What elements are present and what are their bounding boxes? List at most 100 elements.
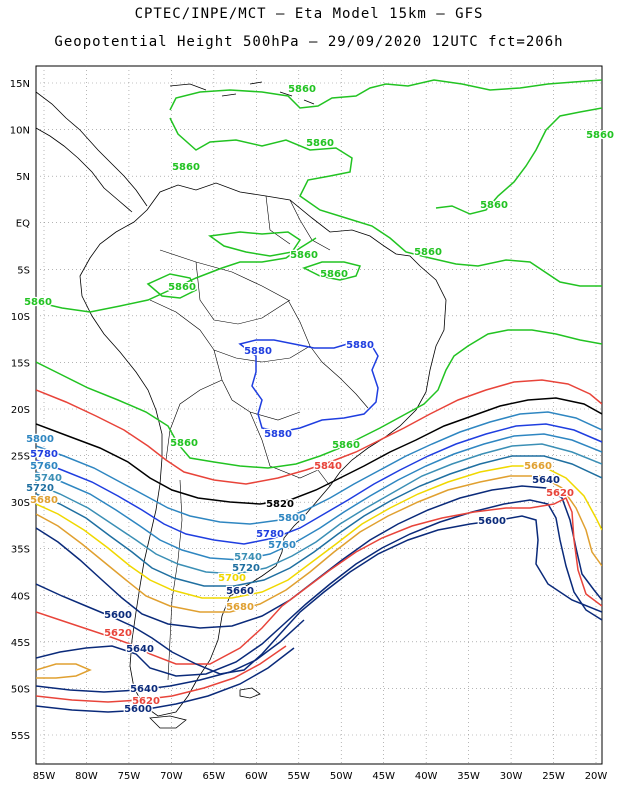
- contour-5880: [238, 339, 379, 433]
- contour-lines: [36, 79, 602, 713]
- lat-tick-label: 10N: [10, 126, 30, 137]
- tierra-del-fuego: [149, 715, 187, 729]
- lon-tick-label: 80W: [75, 771, 98, 782]
- contour-5620-lower: [36, 645, 287, 703]
- lon-tick-label: 70W: [160, 771, 183, 782]
- contour-5860-amazon: [169, 117, 602, 287]
- contour-label: 5640: [126, 644, 154, 655]
- lon-tick-label: 25W: [542, 771, 565, 782]
- contour-label: 5860: [306, 138, 334, 149]
- lat-tick-label: 30S: [11, 498, 30, 509]
- lat-tick-label: 55S: [11, 731, 30, 742]
- contour-5860-closed-center: [146, 273, 198, 299]
- lat-tick-label: 15N: [10, 79, 30, 90]
- contour-5620: [36, 496, 602, 665]
- contour-label: 5860: [290, 250, 318, 261]
- lon-tick-label: 40W: [415, 771, 438, 782]
- contour-label: 5860: [168, 282, 196, 293]
- lon-tick-label: 65W: [203, 771, 226, 782]
- contour-5660: [36, 485, 602, 629]
- lat-tick-label: 15S: [11, 358, 30, 369]
- contour-5840: [36, 379, 602, 485]
- contour-label: 5700: [218, 573, 246, 584]
- contour-5780: [36, 423, 602, 545]
- graticule: [36, 66, 602, 764]
- lon-tick-label: 20W: [585, 771, 608, 782]
- contour-label: 5800: [278, 513, 306, 524]
- country-borders: [149, 195, 369, 681]
- lat-tick-label: 5S: [17, 265, 30, 276]
- contour-label: 5880: [264, 429, 292, 440]
- contour-label: 5740: [34, 473, 62, 484]
- lon-tick-label: 85W: [33, 771, 56, 782]
- contour-label: 5760: [30, 461, 58, 472]
- lat-tick-label: 20S: [11, 405, 30, 416]
- contour-label: 5840: [314, 461, 342, 472]
- contour-5640-lower: [36, 619, 305, 693]
- contour-label: 5860: [480, 200, 508, 211]
- contour-label: 5860: [320, 269, 348, 280]
- contour-label: 5860: [24, 297, 52, 308]
- contour-5740: [36, 443, 602, 575]
- contour-label: 5780: [256, 529, 284, 540]
- contour-label: 5860: [170, 438, 198, 449]
- contour-label: 5800: [26, 434, 54, 445]
- falkland-islands: [239, 687, 261, 699]
- contour-label: 5740: [234, 552, 262, 563]
- contour-label: 5820: [266, 499, 294, 510]
- contour-label: 5620: [104, 628, 132, 639]
- contour-label: 5720: [232, 563, 260, 574]
- contour-label: 5620: [546, 488, 574, 499]
- contour-label: 5660: [226, 586, 254, 597]
- central-america-coastline: [36, 91, 148, 207]
- contour-label: 5860: [332, 440, 360, 451]
- contour-label: 5600: [478, 516, 506, 527]
- contour-label: 5620: [132, 696, 160, 707]
- title-line-field: Geopotential Height 500hPa – 29/09/2020 …: [54, 34, 564, 50]
- lat-tick-label: 25S: [11, 452, 30, 463]
- lat-tick-label: 50S: [11, 684, 30, 695]
- contour-label: 5680: [30, 495, 58, 506]
- contour-label: 5780: [30, 449, 58, 460]
- contour-label: 5880: [346, 340, 374, 351]
- contour-5860-north: [169, 79, 602, 111]
- contour-label: 5600: [104, 610, 132, 621]
- contour-label: 5760: [268, 540, 296, 551]
- lat-tick-label: 35S: [11, 545, 30, 556]
- contour-5820: [36, 397, 602, 505]
- contour-5860-atlantic: [435, 107, 602, 215]
- lat-tick-label: EQ: [16, 219, 30, 230]
- contour-5800: [36, 411, 602, 525]
- caribbean-islands: [169, 81, 315, 105]
- contour-5680-south: [36, 663, 92, 679]
- contour-label: 5640: [130, 684, 158, 695]
- contour-5760: [36, 433, 602, 561]
- lat-tick-label: 40S: [11, 591, 30, 602]
- contour-5600-lower: [36, 647, 295, 713]
- lon-tick-label: 55W: [287, 771, 310, 782]
- contour-5860-closed-east: [302, 261, 362, 281]
- title-line-model: CPTEC/INPE/MCT – Eta Model 15km – GFS: [134, 6, 484, 22]
- contour-label: 5720: [26, 483, 54, 494]
- lon-tick-label: 30W: [500, 771, 523, 782]
- lon-tick-label: 60W: [245, 771, 268, 782]
- contour-labels: 5860586058605860586058605860586058605860…: [23, 83, 615, 717]
- contour-5860-west: [36, 237, 317, 313]
- contour-label: 5860: [172, 162, 200, 173]
- contour-label: 5860: [586, 130, 614, 141]
- contour-label: 5600: [124, 704, 152, 715]
- map-frame: [35, 65, 603, 765]
- lat-tick-label: 10S: [11, 312, 30, 323]
- contour-label: 5860: [288, 84, 316, 95]
- contour-5600: [36, 515, 602, 675]
- contour-5640-south: [36, 499, 602, 677]
- contour-label: 5660: [524, 461, 552, 472]
- contour-5720: [36, 455, 602, 587]
- lon-tick-label: 35W: [457, 771, 480, 782]
- contour-label: 5640: [532, 475, 560, 486]
- lon-tick-label: 75W: [118, 771, 141, 782]
- contour-5700: [36, 465, 602, 599]
- lat-tick-label: 5N: [16, 172, 30, 183]
- contour-label: 5860: [414, 247, 442, 258]
